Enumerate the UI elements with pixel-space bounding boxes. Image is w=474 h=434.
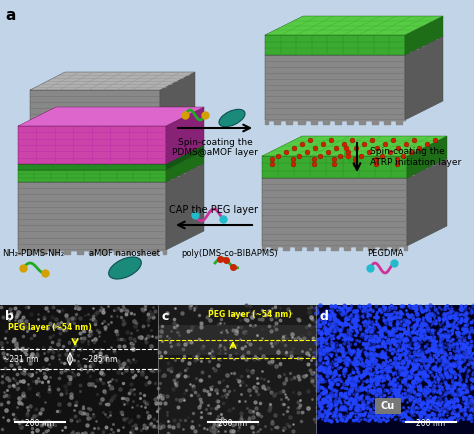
Text: c: c <box>162 310 169 323</box>
Polygon shape <box>265 16 443 35</box>
Bar <box>158 325 316 355</box>
Polygon shape <box>18 164 166 170</box>
Ellipse shape <box>109 257 141 279</box>
Text: b: b <box>5 310 14 323</box>
Text: Cu: Cu <box>381 401 395 411</box>
Polygon shape <box>160 72 195 155</box>
Polygon shape <box>18 107 204 126</box>
Text: PEGDMA: PEGDMA <box>367 249 403 258</box>
Text: d: d <box>320 310 329 323</box>
Text: Spin-coating the
PDMS@aMOF layer: Spin-coating the PDMS@aMOF layer <box>172 138 258 158</box>
Polygon shape <box>265 36 443 55</box>
Text: ~285 nm: ~285 nm <box>82 355 118 364</box>
Text: poly(DMS-co-BIBAPMS): poly(DMS-co-BIBAPMS) <box>182 249 278 258</box>
Polygon shape <box>166 107 204 164</box>
Bar <box>316 305 474 434</box>
Polygon shape <box>18 145 204 164</box>
Polygon shape <box>18 182 166 250</box>
Polygon shape <box>262 156 407 178</box>
Bar <box>158 305 316 434</box>
Polygon shape <box>18 163 204 182</box>
Polygon shape <box>405 16 443 55</box>
Bar <box>0 305 158 434</box>
Text: a: a <box>5 8 15 23</box>
Polygon shape <box>30 72 195 90</box>
Polygon shape <box>265 55 405 120</box>
Text: 200 nm: 200 nm <box>417 419 446 428</box>
Text: PEG layer (~54 nm): PEG layer (~54 nm) <box>208 310 292 319</box>
Polygon shape <box>407 136 447 178</box>
Text: 200 nm: 200 nm <box>26 419 55 428</box>
Polygon shape <box>18 151 204 170</box>
Polygon shape <box>166 163 204 250</box>
Polygon shape <box>405 36 443 120</box>
Polygon shape <box>262 136 447 156</box>
Polygon shape <box>166 151 204 182</box>
Text: ~231 nm: ~231 nm <box>3 355 38 364</box>
Polygon shape <box>407 158 447 246</box>
Polygon shape <box>262 178 407 246</box>
Ellipse shape <box>219 109 245 127</box>
FancyBboxPatch shape <box>375 398 401 414</box>
Polygon shape <box>262 158 447 178</box>
Polygon shape <box>30 90 160 155</box>
Polygon shape <box>265 35 405 55</box>
Text: NH₂-PDMS-NH₂: NH₂-PDMS-NH₂ <box>2 249 64 258</box>
Polygon shape <box>18 170 166 182</box>
Text: Spin-coating the
ATRP initiation layer: Spin-coating the ATRP initiation layer <box>370 147 461 167</box>
Text: PEG layer (~54 nm): PEG layer (~54 nm) <box>8 323 92 332</box>
Text: CAP the PEG layer: CAP the PEG layer <box>170 205 258 215</box>
Polygon shape <box>166 145 204 170</box>
Text: aMOF nanosheet: aMOF nanosheet <box>90 249 161 258</box>
Polygon shape <box>18 126 166 164</box>
Text: 200 nm: 200 nm <box>219 419 247 428</box>
